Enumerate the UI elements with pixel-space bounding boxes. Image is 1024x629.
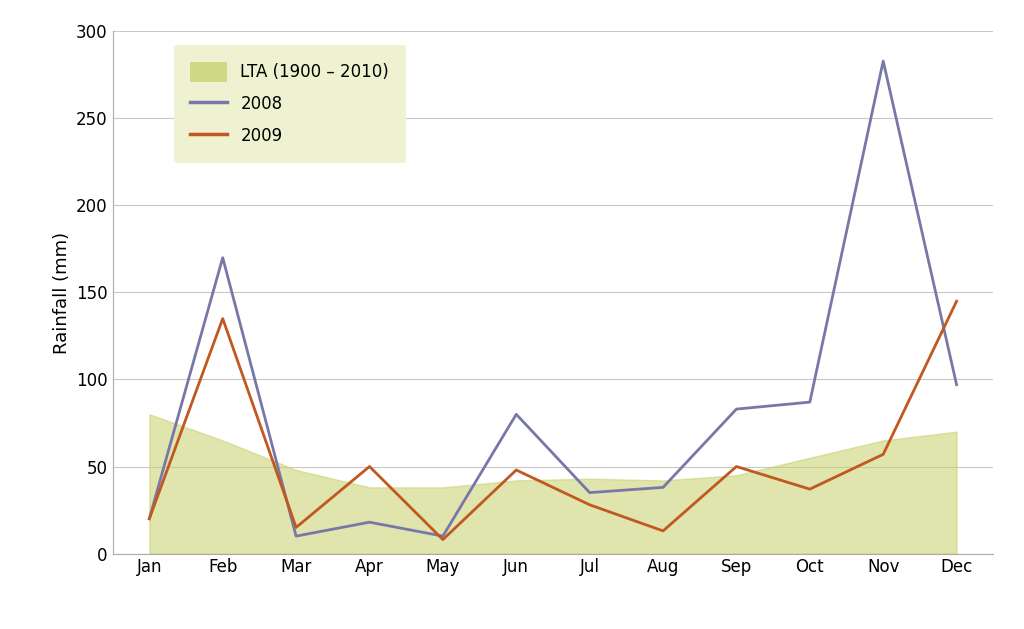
Y-axis label: Rainfall (mm): Rainfall (mm) <box>52 231 71 353</box>
Legend: LTA (1900 – 2010), 2008, 2009: LTA (1900 – 2010), 2008, 2009 <box>174 45 406 163</box>
